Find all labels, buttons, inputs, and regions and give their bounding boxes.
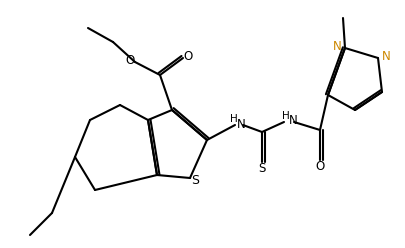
Text: H: H (230, 114, 238, 124)
Text: N: N (237, 118, 245, 130)
Text: N: N (333, 40, 341, 54)
Text: H: H (282, 111, 290, 121)
Text: N: N (289, 115, 297, 127)
Text: O: O (183, 51, 193, 63)
Text: S: S (191, 174, 199, 186)
Text: S: S (258, 162, 266, 176)
Text: O: O (126, 54, 134, 66)
Text: N: N (382, 51, 390, 63)
Text: O: O (315, 160, 325, 174)
